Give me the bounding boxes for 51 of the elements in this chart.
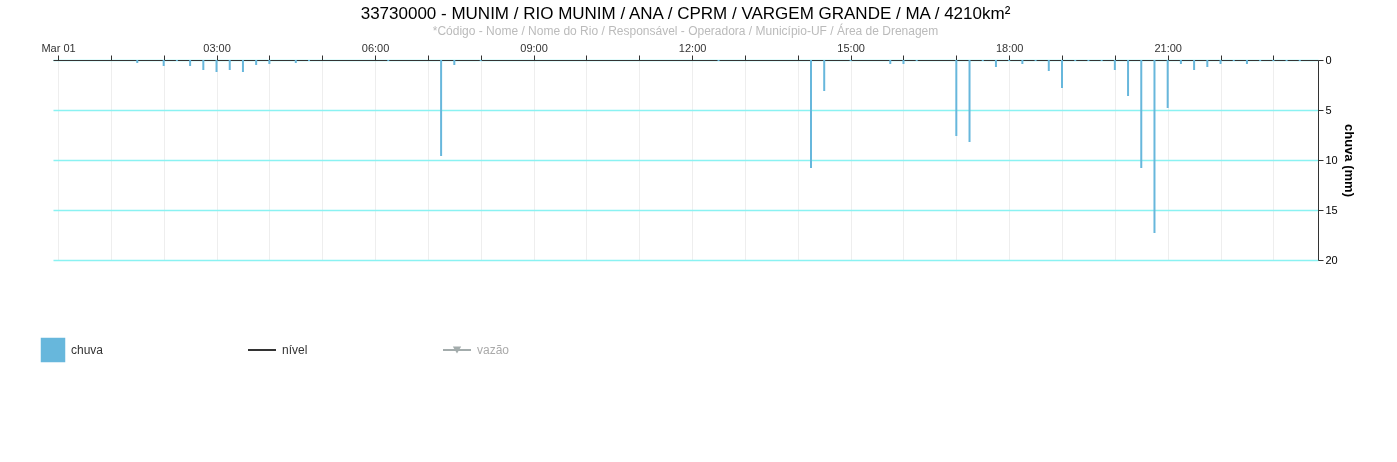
bar <box>1219 60 1222 64</box>
x-tick-label: 21:00 <box>1154 41 1182 54</box>
chart-title: 33730000 - MUNIM / RIO MUNIM / ANA / CPRM / VARGEM GRANDE / MA / 4210km² <box>360 4 1011 23</box>
legend-label: chuva <box>71 343 104 357</box>
bar <box>294 60 297 63</box>
bar <box>1166 60 1169 108</box>
bar <box>1245 60 1248 64</box>
bar <box>955 60 958 136</box>
bar <box>228 60 231 70</box>
legend-label: vazão <box>477 343 510 357</box>
bar <box>453 60 456 65</box>
bar <box>1061 60 1063 88</box>
y-tick-label: 0 <box>1325 53 1332 66</box>
bar <box>1127 60 1130 96</box>
x-tick-label: 06:00 <box>361 41 390 54</box>
y-axis-title: chuva (mm) <box>1341 124 1357 197</box>
bar <box>968 60 971 142</box>
y-tick-label: 20 <box>1325 253 1338 266</box>
bar <box>902 60 905 64</box>
x-tick-label: 15:00 <box>837 41 865 54</box>
bar <box>1140 60 1143 168</box>
y-tick-label: 15 <box>1325 203 1338 216</box>
bar <box>1113 60 1116 70</box>
chart-subtitle: *Código - Nome / Nome do Rio / Responsável - Operadora / Município-UF / Área de Drenagem <box>432 23 939 38</box>
bar <box>136 60 139 63</box>
bar <box>215 60 218 72</box>
bar <box>255 60 258 65</box>
bar <box>1021 60 1024 64</box>
bar <box>268 60 271 64</box>
x-tick-label: Mar 01 <box>41 41 76 54</box>
bar <box>1179 60 1182 64</box>
bar <box>810 60 812 168</box>
bar <box>889 60 892 64</box>
bar <box>202 60 205 70</box>
bar <box>1193 60 1196 70</box>
y-tick-label: 10 <box>1325 153 1338 166</box>
x-tick-label: 18:00 <box>995 41 1024 54</box>
x-tick-label: 03:00 <box>203 41 231 54</box>
bar <box>1153 60 1156 233</box>
bar <box>823 60 826 91</box>
x-tick-label: 12:00 <box>678 41 707 54</box>
bar <box>1206 60 1209 67</box>
bar <box>440 60 443 156</box>
bar <box>241 60 244 72</box>
bar <box>162 60 165 66</box>
legend-label: nível <box>282 343 308 357</box>
bar <box>994 60 997 67</box>
bar <box>189 60 192 66</box>
bar <box>1047 60 1050 71</box>
x-tick-label: 09:00 <box>520 41 548 54</box>
y-tick-label: 5 <box>1325 103 1332 116</box>
